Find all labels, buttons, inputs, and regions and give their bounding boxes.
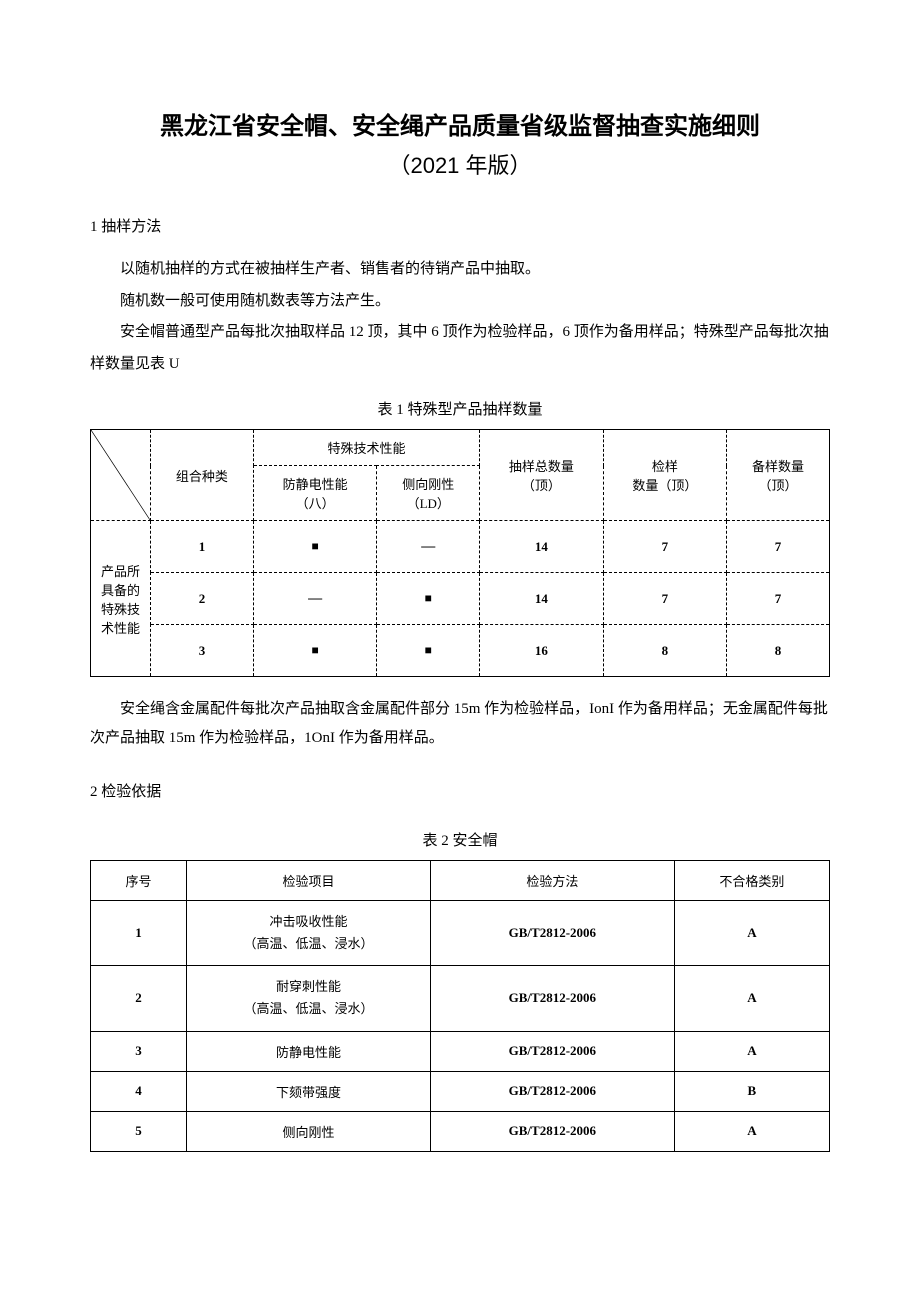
section-2-heading: 2 检验依据: [90, 780, 830, 801]
table-1-rowlabel-3: 特殊技: [97, 599, 144, 618]
table-2: 序号 检验项目 检验方法 不合格类别 1 冲击吸收性能 （高温、低温、浸水） G…: [90, 860, 830, 1151]
table-1-rowlabel-2: 具备的: [97, 580, 144, 599]
table-2-r3-item: 下颏带强度: [187, 1071, 431, 1111]
table-1-r1-lat: ■: [377, 573, 480, 625]
table-1-r2-inspect: 8: [603, 625, 726, 677]
table-2-r4-item: 侧向刚性: [187, 1111, 431, 1151]
table-2-r2-item: 防静电性能: [187, 1031, 431, 1071]
table-2-r4-seq: 5: [91, 1111, 187, 1151]
table-1-h-anti: 防静电性能 （八）: [253, 466, 376, 521]
table-2-r0-method: GB/T2812-2006: [430, 901, 674, 966]
table-2-r0-cat: A: [674, 901, 829, 966]
table-2-h-item: 检验项目: [187, 861, 431, 901]
section-1-p4: 安全绳含金属配件每批次产品抽取含金属配件部分 15m 作为检验样品，IonI 作…: [90, 695, 830, 752]
table-2-r0-item-l1: 冲击吸收性能: [193, 911, 424, 933]
table-1: 组合种类 特殊技术性能 抽样总数量 （顶） 检样 数量（顶） 备样数量 （顶） …: [90, 429, 830, 677]
table-2-r1-method: GB/T2812-2006: [430, 966, 674, 1031]
table-1-h-combo: 组合种类: [151, 430, 254, 521]
table-2-r2-cat: A: [674, 1031, 829, 1071]
table-1-r0-spare: 7: [727, 521, 830, 573]
table-1-h-anti-l2: （八）: [260, 493, 370, 512]
table-1-r0-inspect: 7: [603, 521, 726, 573]
table-1-h-lat-l1: 侧向刚性: [383, 474, 473, 493]
table-2-r0-item: 冲击吸收性能 （高温、低温、浸水）: [187, 901, 431, 966]
table-1-rowlabel-1: 产品所: [97, 561, 144, 580]
table-2-r2-method: GB/T2812-2006: [430, 1031, 674, 1071]
table-1-h-anti-l1: 防静电性能: [260, 474, 370, 493]
table-1-h-total-l1: 抽样总数量: [486, 456, 596, 475]
table-1-h-spare-l2: （顶）: [733, 475, 823, 494]
table-1-r1-combo: 2: [151, 573, 254, 625]
table-1-r1-spare: 7: [727, 573, 830, 625]
table-1-rowlabel: 产品所 具备的 特殊技 术性能: [91, 521, 151, 677]
table-2-h-cat: 不合格类别: [674, 861, 829, 901]
table-1-h-inspect-l2: 数量（顶）: [610, 475, 720, 494]
table-1-r0-total: 14: [480, 521, 603, 573]
table-2-r3-cat: B: [674, 1071, 829, 1111]
table-2-r1-seq: 2: [91, 966, 187, 1031]
table-2-r3-method: GB/T2812-2006: [430, 1071, 674, 1111]
table-1-h-total: 抽样总数量 （顶）: [480, 430, 603, 521]
table-2-r1-item: 耐穿刺性能 （高温、低温、浸水）: [187, 966, 431, 1031]
table-1-rowlabel-4: 术性能: [97, 618, 144, 637]
table-1-r2-combo: 3: [151, 625, 254, 677]
table-1-h-spare: 备样数量 （顶）: [727, 430, 830, 521]
table-1-r0-lat: —: [377, 521, 480, 573]
section-1-p1: 以随机抽样的方式在被抽样生产者、销售者的待销产品中抽取。: [90, 254, 830, 286]
table-1-r2-lat: ■: [377, 625, 480, 677]
table-2-r1-cat: A: [674, 966, 829, 1031]
table-1-h-spare-l1: 备样数量: [733, 456, 823, 475]
table-2-r4-method: GB/T2812-2006: [430, 1111, 674, 1151]
table-2-r1-item-l2: （高温、低温、浸水）: [193, 998, 424, 1020]
table-1-r1-total: 14: [480, 573, 603, 625]
table-1-h-total-l2: （顶）: [486, 475, 596, 494]
table-2-caption: 表 2 安全帽: [90, 829, 830, 850]
doc-subtitle: （2021 年版）: [90, 148, 830, 180]
table-1-h-inspect: 检样 数量（顶）: [603, 430, 726, 521]
section-1-p3: 安全帽普通型产品每批次抽取样品 12 顶，其中 6 顶作为检验样品，6 顶作为备…: [90, 317, 830, 380]
table-1-r1-inspect: 7: [603, 573, 726, 625]
table-2-h-seq: 序号: [91, 861, 187, 901]
table-1-r2-spare: 8: [727, 625, 830, 677]
table-1-h-inspect-l1: 检样: [610, 456, 720, 475]
section-1-p2: 随机数一般可使用随机数表等方法产生。: [90, 286, 830, 318]
table-1-h-special: 特殊技术性能: [253, 430, 479, 466]
table-1-r0-anti: ■: [253, 521, 376, 573]
table-1-r2-anti: ■: [253, 625, 376, 677]
table-1-caption: 表 1 特殊型产品抽样数量: [90, 398, 830, 419]
table-2-r1-item-l1: 耐穿刺性能: [193, 976, 424, 998]
table-1-diag-cell: [91, 430, 151, 521]
table-1-r1-anti: —: [253, 573, 376, 625]
table-2-h-method: 检验方法: [430, 861, 674, 901]
table-2-r4-cat: A: [674, 1111, 829, 1151]
table-1-h-lat: 侧向刚性 （LD）: [377, 466, 480, 521]
doc-title: 黑龙江省安全帽、安全绳产品质量省级监督抽查实施细则: [90, 105, 830, 148]
section-1-heading: 1 抽样方法: [90, 215, 830, 236]
table-1-r2-total: 16: [480, 625, 603, 677]
table-2-r3-seq: 4: [91, 1071, 187, 1111]
table-2-r2-seq: 3: [91, 1031, 187, 1071]
table-1-h-lat-l2: （LD）: [383, 493, 473, 512]
table-2-r0-seq: 1: [91, 901, 187, 966]
table-1-r0-combo: 1: [151, 521, 254, 573]
table-2-r0-item-l2: （高温、低温、浸水）: [193, 933, 424, 955]
